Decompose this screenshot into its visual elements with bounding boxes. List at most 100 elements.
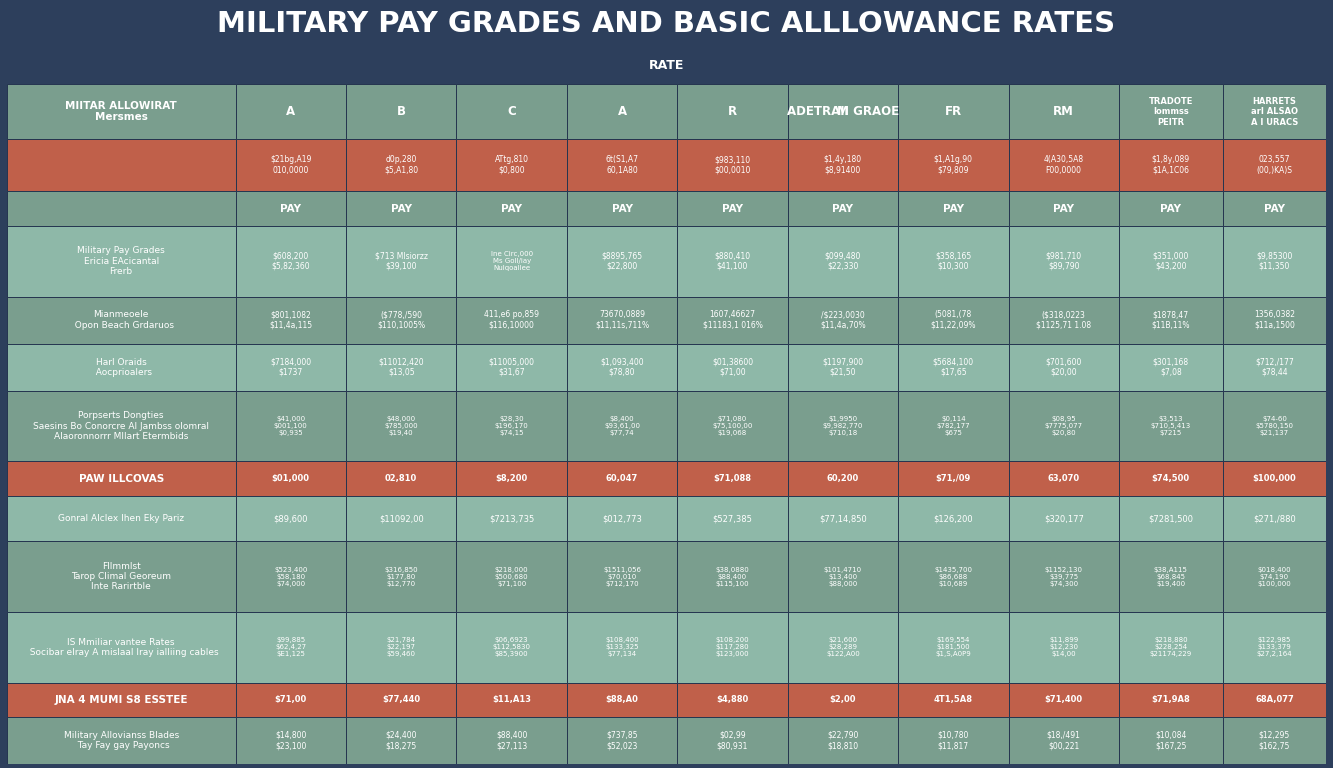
Bar — [1222, 717, 1326, 764]
Text: $608,200
$5,82,360: $608,200 $5,82,360 — [272, 251, 311, 271]
Text: $88,A0: $88,A0 — [605, 695, 639, 704]
Bar — [898, 717, 1009, 764]
Bar — [677, 84, 788, 139]
Text: $71,9A8: $71,9A8 — [1152, 695, 1190, 704]
Bar — [1009, 296, 1118, 343]
Bar — [1009, 139, 1118, 191]
Text: $28,30
$196,170
$74,15: $28,30 $196,170 $74,15 — [495, 416, 528, 436]
Text: 60,047: 60,047 — [607, 474, 639, 483]
Bar — [347, 343, 456, 391]
Bar — [7, 683, 236, 717]
Text: $08,95
$7775,077
$20,80: $08,95 $7775,077 $20,80 — [1045, 416, 1082, 436]
Text: $0,114
$782,177
$675: $0,114 $782,177 $675 — [937, 416, 970, 436]
Text: $1,9950
$9,982,770
$710,18: $1,9950 $9,982,770 $710,18 — [822, 416, 862, 436]
Bar — [788, 717, 898, 764]
Bar — [7, 343, 236, 391]
Bar — [677, 139, 788, 191]
Text: $77,440: $77,440 — [383, 695, 420, 704]
Text: $126,200: $126,200 — [933, 514, 973, 523]
Text: $5684,100
$17,65: $5684,100 $17,65 — [933, 358, 974, 377]
Bar — [1118, 139, 1222, 191]
Text: $271,/880: $271,/880 — [1253, 514, 1296, 523]
Bar — [347, 496, 456, 541]
Bar — [347, 139, 456, 191]
Text: PAY: PAY — [1264, 204, 1285, 214]
Bar — [677, 541, 788, 612]
Text: $1,4y,180
$8,91400: $1,4y,180 $8,91400 — [824, 155, 862, 175]
Text: 4T1,5A8: 4T1,5A8 — [934, 695, 973, 704]
Text: $01,000: $01,000 — [272, 474, 309, 483]
Bar — [1009, 343, 1118, 391]
Text: $8,200: $8,200 — [496, 474, 528, 483]
Bar — [677, 496, 788, 541]
Bar — [347, 717, 456, 764]
Bar — [788, 541, 898, 612]
Text: $1,A1g,90
$79,809: $1,A1g,90 $79,809 — [934, 155, 973, 175]
Text: Military Pay Grades
Ericia EAcicantal
Frerb: Military Pay Grades Ericia EAcicantal Fr… — [77, 247, 165, 276]
Text: $38,0880
$88,400
$115,100: $38,0880 $88,400 $115,100 — [716, 567, 749, 587]
Text: $7281,500: $7281,500 — [1148, 514, 1193, 523]
Text: 6t(S1,A7
60,1A80: 6t(S1,A7 60,1A80 — [605, 155, 639, 175]
Text: JNA 4 MUMI S8 ESSTEE: JNA 4 MUMI S8 ESSTEE — [55, 695, 188, 705]
Bar — [1222, 226, 1326, 296]
Text: $88,400
$27,113: $88,400 $27,113 — [496, 731, 528, 750]
Text: RATE: RATE — [649, 59, 684, 72]
Bar — [236, 343, 347, 391]
Bar — [1009, 391, 1118, 462]
Bar — [677, 191, 788, 226]
Bar — [7, 462, 236, 496]
Bar — [1118, 462, 1222, 496]
Text: $1197,900
$21,50: $1197,900 $21,50 — [822, 358, 864, 377]
Text: PAY: PAY — [942, 204, 964, 214]
Bar — [1009, 84, 1118, 139]
Bar — [898, 226, 1009, 296]
Bar — [898, 139, 1009, 191]
Bar — [788, 296, 898, 343]
Bar — [677, 343, 788, 391]
Bar — [7, 612, 236, 683]
Text: PAY: PAY — [1053, 204, 1074, 214]
Bar — [788, 683, 898, 717]
Text: PAY: PAY — [722, 204, 742, 214]
Text: $218,000
$500,680
$71,100: $218,000 $500,680 $71,100 — [495, 567, 528, 587]
Text: $527,385: $527,385 — [713, 514, 752, 523]
Bar — [1118, 226, 1222, 296]
Bar — [347, 462, 456, 496]
Bar — [7, 139, 236, 191]
Text: $018,400
$74,190
$100,000: $018,400 $74,190 $100,000 — [1257, 567, 1292, 587]
Text: MIITAR ALLOWIRAT
Mersmes: MIITAR ALLOWIRAT Mersmes — [65, 101, 177, 122]
Bar — [788, 343, 898, 391]
Bar — [456, 541, 567, 612]
Text: $358,165
$10,300: $358,165 $10,300 — [936, 251, 972, 271]
Bar — [236, 612, 347, 683]
Bar — [236, 391, 347, 462]
Text: 60,200: 60,200 — [826, 474, 858, 483]
Bar — [7, 541, 236, 612]
Text: $02,99
$80,931: $02,99 $80,931 — [717, 731, 748, 750]
Text: PAW ILLCOVAS: PAW ILLCOVAS — [79, 474, 164, 484]
Text: 68A,077: 68A,077 — [1256, 695, 1294, 704]
Text: $713 Mlsiorzz
$39,100: $713 Mlsiorzz $39,100 — [375, 251, 428, 271]
Bar — [898, 541, 1009, 612]
Bar — [1222, 343, 1326, 391]
Bar — [898, 612, 1009, 683]
Text: 4(A30,5A8
F00,0000: 4(A30,5A8 F00,0000 — [1044, 155, 1084, 175]
Bar — [567, 226, 677, 296]
Text: $737,85
$52,023: $737,85 $52,023 — [607, 731, 637, 750]
Text: $712,/177
$78,44: $712,/177 $78,44 — [1256, 358, 1294, 377]
Text: (5081,(78
$11,22,09%: (5081,(78 $11,22,09% — [930, 310, 976, 329]
Text: $122,985
$133,379
$27,2,164: $122,985 $133,379 $27,2,164 — [1257, 637, 1292, 657]
Text: $71,080
$75,100,00
$19,068: $71,080 $75,100,00 $19,068 — [712, 416, 753, 436]
Text: FR: FR — [945, 105, 962, 118]
Bar — [236, 496, 347, 541]
Bar — [788, 226, 898, 296]
Bar — [1222, 391, 1326, 462]
Bar — [1222, 84, 1326, 139]
Text: $01,38600
$71,00: $01,38600 $71,00 — [712, 358, 753, 377]
Bar — [1118, 496, 1222, 541]
Text: $18,/491
$00,221: $18,/491 $00,221 — [1046, 731, 1081, 750]
Text: $71,088: $71,088 — [713, 474, 752, 483]
Text: M: M — [837, 105, 849, 118]
Bar — [456, 496, 567, 541]
Bar — [788, 139, 898, 191]
